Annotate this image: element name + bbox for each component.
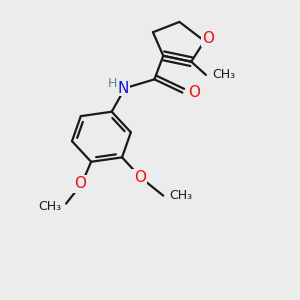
Text: O: O xyxy=(134,170,146,185)
Text: O: O xyxy=(74,176,86,191)
Text: N: N xyxy=(118,81,129,96)
Text: O: O xyxy=(202,31,214,46)
Text: CH₃: CH₃ xyxy=(170,189,193,202)
Text: CH₃: CH₃ xyxy=(38,200,62,213)
Text: H: H xyxy=(108,77,118,90)
Text: O: O xyxy=(188,85,200,100)
Text: CH₃: CH₃ xyxy=(212,68,236,81)
